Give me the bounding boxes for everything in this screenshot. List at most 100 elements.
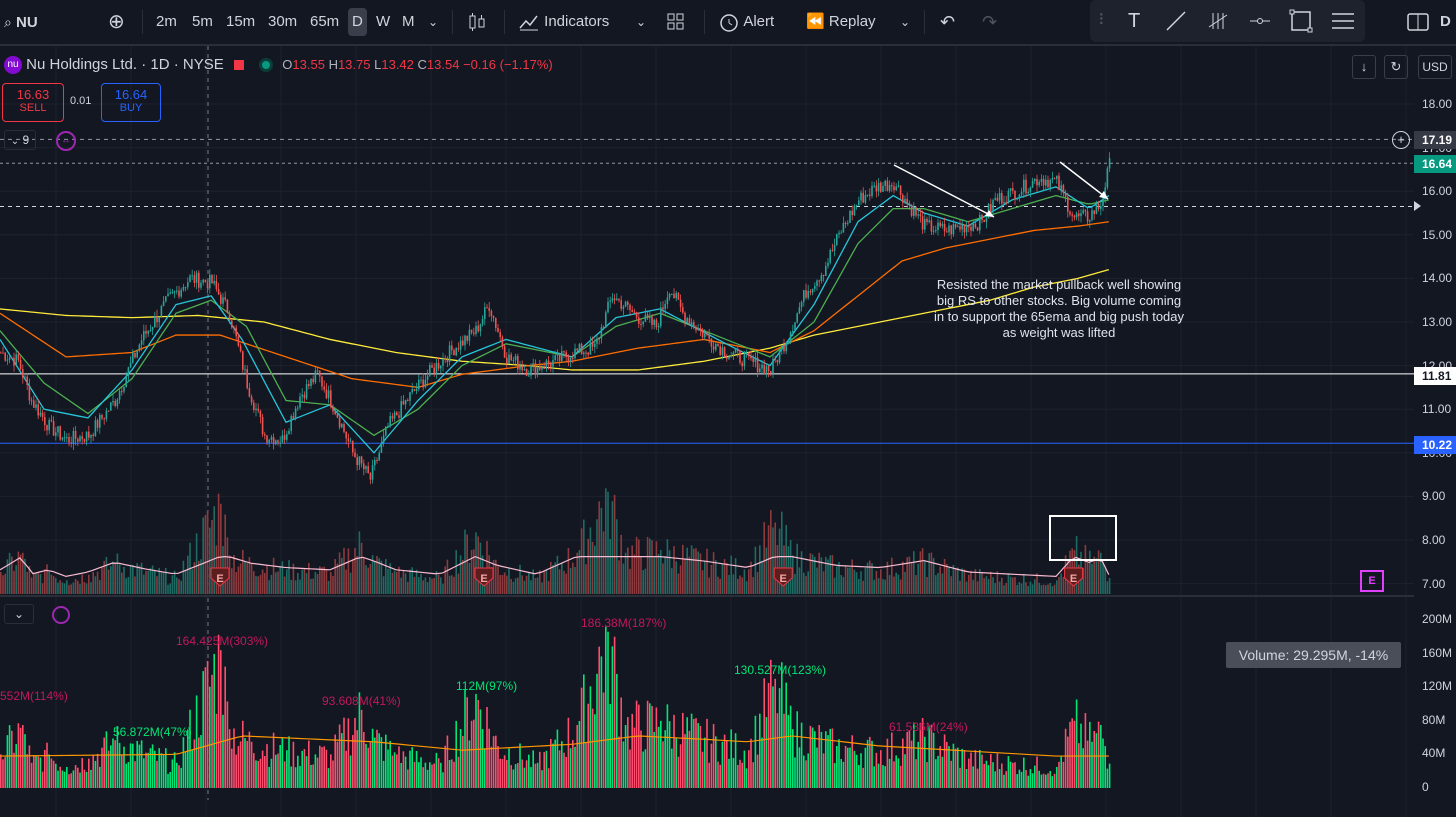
replay-button[interactable]: ⏪ Replay bbox=[806, 8, 876, 36]
symbol-label: NU bbox=[16, 14, 38, 31]
auto-scale-icon[interactable]: ↻ bbox=[1384, 55, 1408, 79]
volume-bar bbox=[1075, 699, 1078, 788]
interval-d[interactable]: D bbox=[348, 8, 367, 36]
chart-annotation-text[interactable]: Resisted the market pullback well showin… bbox=[933, 277, 1185, 340]
replay-dropdown-icon[interactable]: ⌄ bbox=[900, 15, 911, 29]
indicators-collapse-button[interactable]: ⌄ 9 bbox=[4, 130, 36, 150]
overlay-volume-bar bbox=[1012, 577, 1014, 594]
candle-body bbox=[882, 185, 884, 192]
alert-button[interactable]: Alert bbox=[718, 8, 774, 36]
candle-body bbox=[431, 365, 433, 368]
candle-body bbox=[930, 220, 933, 232]
text-tool-icon[interactable]: T bbox=[1128, 10, 1141, 32]
volume-bar bbox=[228, 729, 231, 788]
volume-label-1: 552M(114%) bbox=[0, 689, 68, 703]
overlay-volume-bar bbox=[706, 548, 708, 594]
chevron-down-icon: ⌄ bbox=[10, 136, 20, 147]
volume-bar bbox=[717, 761, 719, 788]
volume-bar bbox=[943, 734, 946, 788]
side-panel-icon[interactable] bbox=[1406, 8, 1430, 36]
volume-bar bbox=[836, 746, 838, 788]
drag-handle-icon[interactable]: ⠇ bbox=[1098, 12, 1109, 29]
redo-icon[interactable]: ↷ bbox=[982, 12, 998, 32]
currency-button[interactable]: USD bbox=[1418, 55, 1452, 79]
overlay-volume-bar bbox=[178, 579, 180, 594]
candle-body bbox=[723, 347, 726, 357]
interval-m[interactable]: M bbox=[402, 13, 415, 30]
interval-30m[interactable]: 30m bbox=[268, 13, 298, 30]
indicators-dropdown-icon[interactable]: ⌄ bbox=[636, 15, 647, 29]
overlay-volume-bar bbox=[789, 540, 792, 594]
rectangle-tool-icon[interactable] bbox=[1288, 7, 1314, 35]
candle-body bbox=[620, 300, 622, 309]
close-value: 13.54 bbox=[426, 57, 460, 72]
volume-bar bbox=[121, 755, 123, 788]
candle-type-icon[interactable] bbox=[466, 8, 488, 36]
compare-add-icon[interactable]: ⊕ bbox=[108, 11, 125, 33]
candle-body bbox=[899, 185, 902, 196]
candle-body bbox=[679, 299, 682, 308]
candle-body bbox=[602, 327, 605, 329]
volume-bar bbox=[303, 749, 306, 788]
interval-5m[interactable]: 5m bbox=[192, 13, 213, 30]
crosshair-price-tag: 17.19 bbox=[1414, 131, 1456, 149]
volume-bar bbox=[246, 741, 248, 788]
overlay-volume-bar bbox=[792, 555, 794, 594]
candle-body bbox=[983, 219, 985, 222]
price-axis[interactable] bbox=[1414, 46, 1456, 817]
candle-body bbox=[1095, 204, 1098, 214]
candle-body bbox=[939, 222, 941, 227]
candle-body bbox=[514, 356, 517, 360]
volume-bar bbox=[79, 772, 81, 788]
undo-icon[interactable]: ↶ bbox=[940, 12, 956, 32]
indicators-button[interactable]: Indicators bbox=[518, 8, 609, 36]
volume-sync-icon[interactable] bbox=[52, 606, 70, 624]
volume-bar bbox=[345, 750, 347, 788]
sync-icon[interactable]: ↔ bbox=[56, 131, 76, 151]
volume-bar bbox=[932, 732, 935, 788]
hamburger-menu-icon[interactable] bbox=[1330, 7, 1356, 35]
overlay-volume-bar bbox=[761, 560, 763, 594]
interval-w[interactable]: W bbox=[376, 13, 391, 30]
volume-bar bbox=[1012, 762, 1014, 788]
volume-bar bbox=[437, 758, 440, 788]
last-price-tag: 16.64 bbox=[1414, 155, 1456, 173]
overlay-volume-bar bbox=[611, 501, 614, 594]
sell-button[interactable]: 16.63 SELL bbox=[2, 83, 64, 122]
volume-bar bbox=[455, 720, 457, 788]
volume-bar bbox=[26, 754, 28, 788]
volume-bar bbox=[569, 748, 572, 788]
earnings-marker-upcoming[interactable]: E bbox=[1360, 570, 1384, 592]
chevron-down-icon[interactable]: ⌄ bbox=[428, 15, 439, 29]
interval-2m[interactable]: 2m bbox=[156, 13, 177, 30]
symbol-search[interactable]: ⌕ NU bbox=[4, 8, 38, 36]
interval-15m[interactable]: 15m bbox=[226, 13, 256, 30]
buy-button[interactable]: 16.64 BUY bbox=[101, 83, 161, 122]
alert-label: Alert bbox=[743, 13, 775, 30]
candle-body bbox=[849, 210, 851, 223]
volume-bar bbox=[690, 713, 693, 788]
overlay-volume-bar bbox=[833, 577, 836, 594]
overlay-volume-bar bbox=[752, 577, 754, 594]
volume-bar bbox=[129, 743, 132, 788]
layout-grid-icon[interactable] bbox=[666, 8, 686, 36]
volume-collapse-button[interactable]: ⌄ bbox=[4, 604, 34, 624]
horizontal-ray-icon[interactable] bbox=[1248, 7, 1272, 35]
add-alert-icon[interactable]: + bbox=[1392, 131, 1410, 149]
price-axis-tick: 7.00 bbox=[1422, 576, 1446, 591]
volume-bar bbox=[1060, 756, 1062, 788]
overlay-volume-bar bbox=[770, 510, 772, 594]
fib-tool-icon[interactable] bbox=[1206, 7, 1230, 35]
overlay-volume-bar bbox=[358, 531, 361, 594]
scroll-to-latest-icon[interactable]: ↓ bbox=[1352, 55, 1376, 79]
candle-body bbox=[1040, 179, 1043, 182]
candle-body bbox=[1023, 179, 1025, 192]
interval-65m[interactable]: 65m bbox=[310, 13, 340, 30]
trendline-tool-icon[interactable] bbox=[1164, 7, 1188, 35]
candle-body bbox=[446, 359, 449, 363]
candle-body bbox=[607, 301, 609, 313]
candle-body bbox=[70, 442, 72, 444]
candle-body bbox=[754, 357, 757, 362]
volume-bar bbox=[470, 720, 473, 788]
